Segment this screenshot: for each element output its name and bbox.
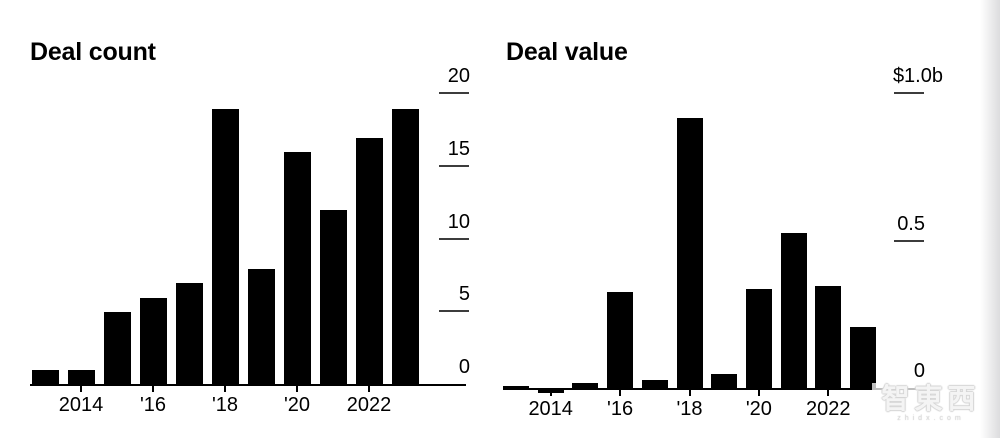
- watermark-domain: zhidx.com: [897, 415, 965, 422]
- bar-2023: [391, 109, 419, 385]
- bar-2020: [283, 152, 311, 385]
- x-tick-label-2014: 2014: [528, 398, 573, 420]
- x-tick-label-2020: '20: [745, 398, 772, 420]
- x-tick-label-2016: '16: [607, 398, 634, 420]
- y-tick-label: 20: [447, 65, 470, 87]
- y-tick-label: 15: [447, 137, 470, 160]
- y-tick-line: [894, 92, 924, 94]
- bar-2018: [676, 118, 703, 389]
- bar-2017: [641, 380, 668, 389]
- bar-2018: [211, 109, 239, 385]
- y-tick-label: $1.0b: [892, 65, 943, 87]
- x-tick-mark-2014: [549, 390, 552, 396]
- bar-2017: [175, 283, 203, 385]
- x-tick-label-2020: '20: [283, 394, 311, 416]
- x-tick-mark-2018: [224, 386, 226, 392]
- x-tick-mark-2020: [296, 386, 298, 392]
- x-tick-mark-2022: [368, 386, 370, 392]
- bar-2020: [745, 289, 772, 389]
- y-tick-label: 0.5: [897, 212, 925, 235]
- watermark: 智東西 zhidx.com: [872, 383, 990, 425]
- y-tick-line: [894, 239, 924, 242]
- bar-2023: [850, 327, 876, 389]
- x-tick-label-2018: '18: [676, 398, 703, 420]
- bar-2014: [67, 370, 95, 385]
- bar-2021: [319, 210, 347, 385]
- y-tick-label: 5: [458, 283, 470, 306]
- y-tick-label: 0: [913, 360, 925, 382]
- bar-2013: [503, 386, 529, 389]
- y-tick-line: [439, 237, 469, 240]
- bar-2019: [247, 269, 275, 385]
- bar-2022: [815, 286, 842, 389]
- x-tick-mark-2018: [688, 390, 691, 396]
- watermark-logo: 智東西: [881, 383, 981, 414]
- x-tick-mark-2022: [827, 390, 830, 396]
- bar-2016: [607, 292, 634, 389]
- x-axis-line: [503, 388, 927, 390]
- bar-2021: [780, 233, 807, 389]
- y-tick-label: 0: [458, 356, 470, 378]
- x-tick-label-2016: '16: [139, 394, 167, 416]
- bar-2016: [139, 298, 167, 385]
- deal-value-title: Deal value: [506, 37, 628, 66]
- x-tick-mark-2016: [619, 390, 622, 396]
- x-tick-mark-2020: [757, 390, 760, 396]
- x-axis-line: [30, 384, 466, 386]
- bar-2015: [572, 383, 599, 389]
- bar-2022: [355, 138, 383, 385]
- x-tick-label-2018: '18: [211, 394, 239, 416]
- x-tick-label-2022: 2022: [346, 394, 392, 416]
- bar-2013: [31, 370, 59, 385]
- x-tick-label-2022: 2022: [806, 398, 851, 420]
- y-tick-label: 10: [447, 210, 470, 233]
- bar-2019: [711, 374, 738, 389]
- x-tick-mark-2016: [152, 386, 154, 392]
- x-tick-mark-2014: [80, 386, 82, 392]
- bar-2015: [103, 312, 131, 385]
- x-tick-label-2014: 2014: [58, 394, 104, 416]
- y-tick-line: [439, 164, 469, 167]
- y-tick-line: [439, 92, 469, 94]
- deal-count-title: Deal count: [30, 37, 156, 66]
- y-tick-line: [439, 310, 469, 313]
